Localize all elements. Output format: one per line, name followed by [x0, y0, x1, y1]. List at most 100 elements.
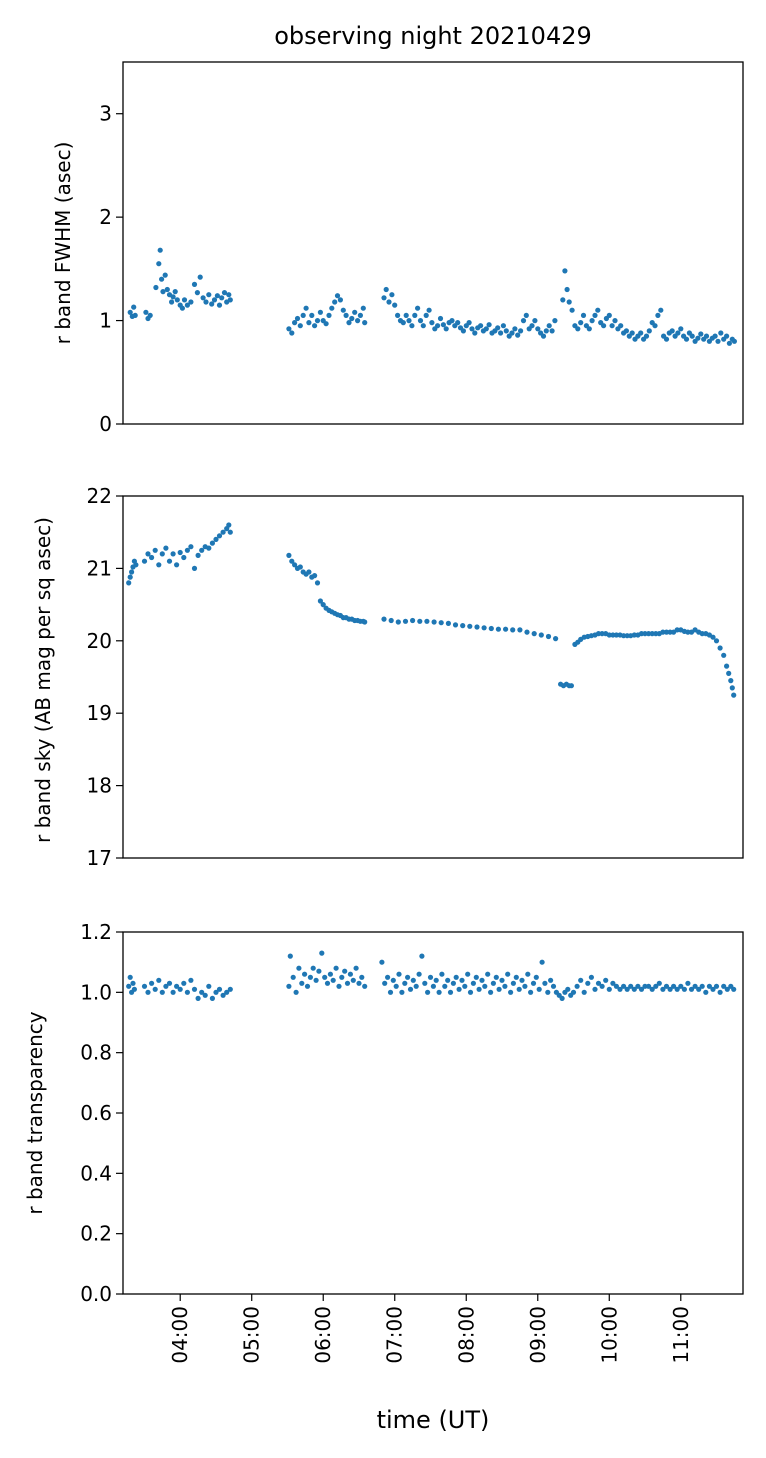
data-point: [191, 565, 198, 572]
data-point: [381, 295, 387, 301]
data-point: [362, 983, 368, 989]
data-point: [717, 989, 723, 995]
sky-yticks: 17 18 19 20 21 22: [87, 484, 123, 870]
data-point: [319, 950, 325, 956]
data-point: [406, 318, 412, 324]
data-point: [710, 634, 716, 640]
data-point: [143, 309, 149, 315]
data-point: [496, 986, 502, 992]
y-tick-label: 0: [99, 412, 112, 436]
data-point: [519, 977, 525, 983]
data-point: [696, 986, 702, 992]
data-point: [206, 545, 212, 551]
data-point: [159, 276, 165, 282]
data-point: [410, 617, 416, 624]
data-point: [166, 980, 173, 986]
data-point: [221, 290, 228, 296]
data-point: [163, 983, 169, 989]
data-point: [164, 286, 170, 293]
data-point: [606, 632, 612, 638]
data-point: [542, 980, 548, 986]
data-point: [530, 980, 537, 986]
data-point: [488, 625, 494, 632]
data-point: [131, 304, 137, 310]
data-point: [442, 983, 448, 989]
data-point: [409, 323, 415, 329]
data-point: [307, 974, 313, 980]
data-point: [588, 974, 595, 980]
data-point: [543, 328, 549, 334]
data-point: [731, 692, 737, 698]
data-point: [646, 983, 652, 989]
data-point: [533, 974, 539, 980]
data-point: [505, 971, 511, 977]
data-point: [303, 305, 309, 311]
data-point: [474, 624, 480, 630]
data-point: [618, 323, 624, 329]
transparency-points: [126, 950, 737, 1002]
data-point: [675, 330, 681, 336]
data-point: [416, 971, 422, 977]
data-point: [481, 625, 487, 631]
data-point: [472, 330, 478, 336]
data-point: [289, 558, 295, 564]
data-point: [395, 619, 401, 625]
data-point: [296, 965, 302, 971]
data-point: [403, 312, 409, 318]
data-point: [663, 983, 670, 989]
data-point: [437, 315, 444, 322]
data-point: [606, 986, 612, 992]
data-point: [227, 297, 233, 303]
data-point: [133, 562, 139, 568]
data-point: [184, 302, 190, 308]
data-point: [213, 536, 219, 543]
data-point: [570, 989, 577, 995]
data-point: [495, 626, 501, 632]
data-point: [312, 323, 318, 329]
data-point: [347, 971, 353, 977]
data-point: [698, 331, 704, 337]
data-point: [695, 335, 701, 341]
data-point: [431, 619, 437, 625]
data-point: [385, 974, 391, 980]
data-point: [503, 328, 509, 334]
data-point: [703, 989, 709, 995]
data-point: [433, 977, 439, 983]
data-point: [467, 623, 473, 629]
data-point: [220, 529, 226, 535]
data-point: [195, 995, 201, 1002]
data-point: [713, 983, 720, 989]
data-point: [470, 980, 476, 986]
data-point: [510, 627, 516, 633]
data-point: [127, 574, 133, 580]
data-point: [184, 547, 190, 553]
data-point: [127, 309, 133, 315]
data-point: [731, 986, 737, 992]
data-point: [344, 980, 351, 986]
x-tick-label: 08:00: [454, 1306, 478, 1364]
data-point: [482, 983, 488, 989]
data-point: [126, 580, 132, 586]
data-point: [649, 631, 655, 637]
y-tick-label: 1.0: [80, 980, 112, 1004]
data-point: [322, 974, 328, 980]
data-point: [699, 983, 705, 989]
transparency-yticks: 0.0 0.2 0.4 0.6 0.8 1.0 1.2: [80, 920, 123, 1306]
data-point: [290, 974, 296, 980]
data-point: [660, 629, 666, 635]
data-point: [289, 330, 295, 336]
x-tick-label: 04:00: [168, 1306, 192, 1364]
data-point: [638, 986, 645, 992]
data-point: [449, 318, 455, 324]
data-point: [349, 315, 355, 322]
data-point: [613, 983, 620, 989]
data-point: [156, 977, 162, 983]
data-point: [170, 989, 176, 995]
data-point: [466, 320, 472, 326]
data-point: [574, 983, 580, 989]
data-point: [581, 989, 587, 995]
data-point: [334, 293, 341, 299]
data-point: [191, 986, 198, 992]
data-point: [427, 974, 434, 980]
data-point: [728, 678, 734, 684]
